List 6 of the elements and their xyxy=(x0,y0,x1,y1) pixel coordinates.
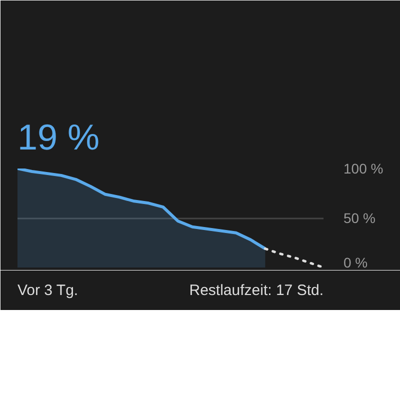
y-tick-label: 50 % xyxy=(344,210,376,226)
y-tick-label: 100 % xyxy=(344,160,384,176)
text: Vor 3 Tg. xyxy=(18,282,78,299)
chart-title: 19 % xyxy=(18,116,100,158)
y-tick-label: 0 % xyxy=(344,254,368,270)
text: Restlaufzeit: 17 Std. xyxy=(189,282,324,299)
